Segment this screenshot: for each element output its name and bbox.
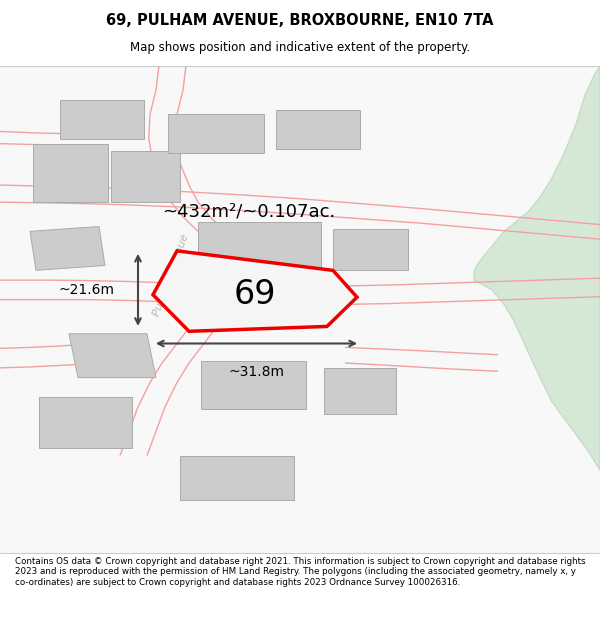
Polygon shape <box>60 100 144 139</box>
Polygon shape <box>201 361 306 409</box>
Polygon shape <box>180 456 294 499</box>
Text: ~432m²/~0.107ac.: ~432m²/~0.107ac. <box>163 203 335 221</box>
Polygon shape <box>33 144 108 202</box>
Text: 69: 69 <box>234 278 276 311</box>
Text: Pulham Avenue: Pulham Avenue <box>151 232 191 318</box>
Text: Map shows position and indicative extent of the property.: Map shows position and indicative extent… <box>130 41 470 54</box>
Text: Contains OS data © Crown copyright and database right 2021. This information is : Contains OS data © Crown copyright and d… <box>15 557 586 586</box>
Polygon shape <box>324 368 396 414</box>
Polygon shape <box>153 251 357 331</box>
Text: ~31.8m: ~31.8m <box>229 366 284 379</box>
Polygon shape <box>111 151 180 202</box>
Polygon shape <box>30 226 105 271</box>
Polygon shape <box>198 222 321 271</box>
Polygon shape <box>69 334 156 378</box>
Polygon shape <box>333 229 408 271</box>
Polygon shape <box>168 114 264 153</box>
Polygon shape <box>474 66 600 470</box>
Text: 69, PULHAM AVENUE, BROXBOURNE, EN10 7TA: 69, PULHAM AVENUE, BROXBOURNE, EN10 7TA <box>106 13 494 28</box>
Text: ~21.6m: ~21.6m <box>58 283 114 297</box>
Polygon shape <box>39 397 132 448</box>
Polygon shape <box>276 109 360 149</box>
